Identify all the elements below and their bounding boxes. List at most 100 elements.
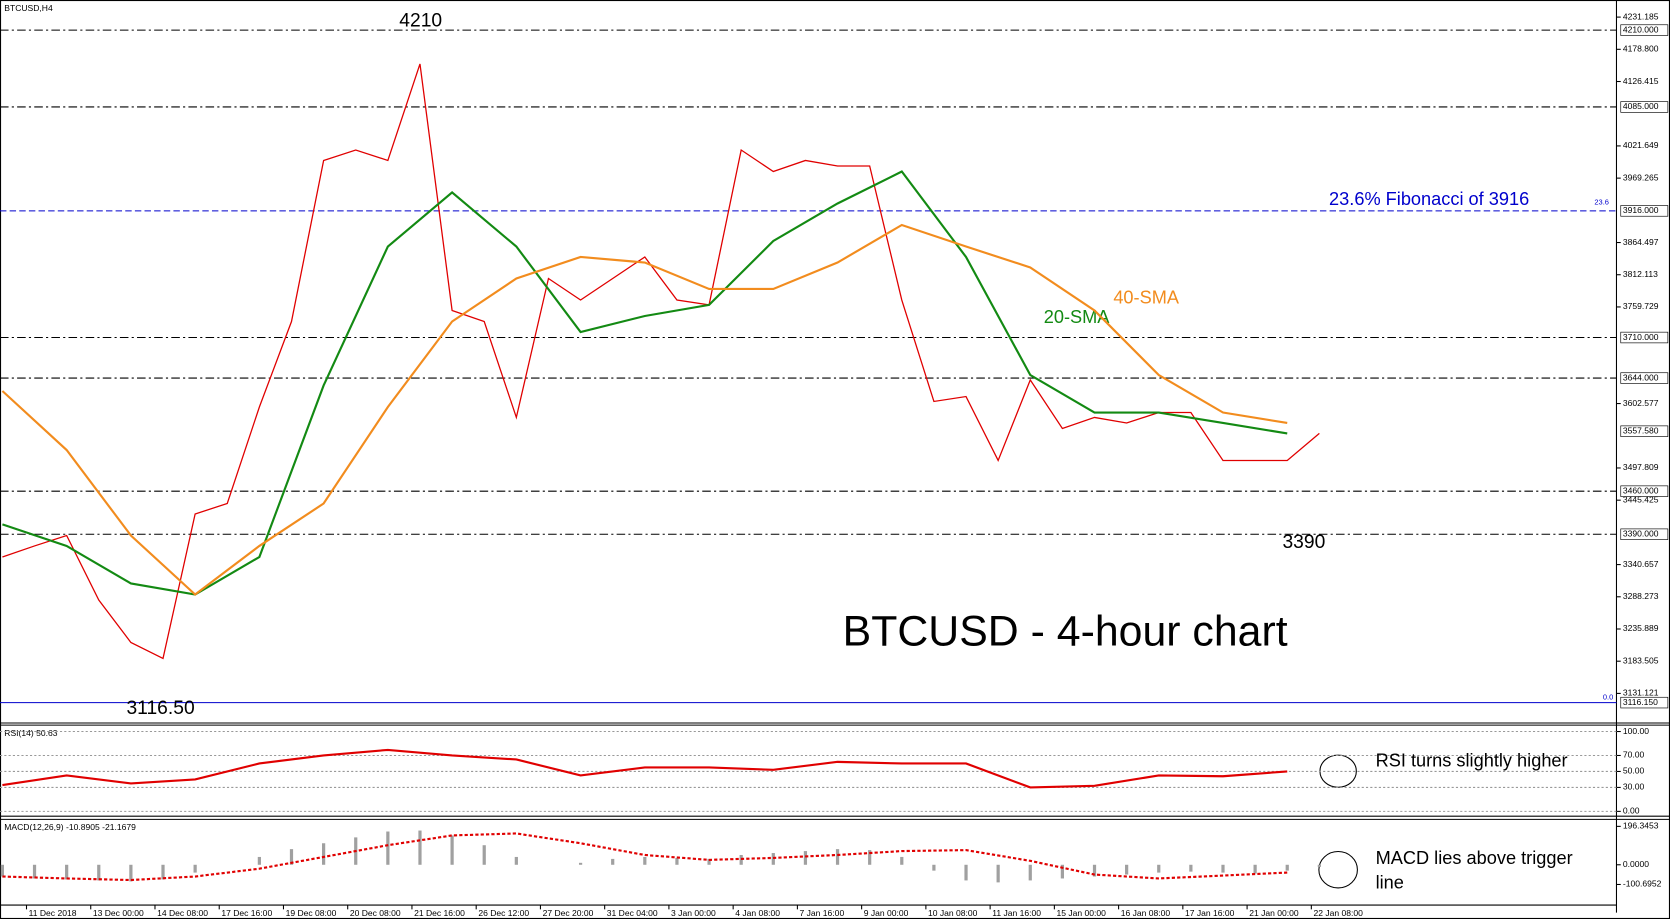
histogram-bar <box>161 864 165 880</box>
x-tick-label: 14 Dec 08:00 <box>157 908 208 918</box>
level-label: 3390.000 <box>1623 529 1659 539</box>
histogram-bar <box>386 831 390 865</box>
y-tick-label: 196.3453 <box>1623 821 1659 831</box>
annotation: 23.6 <box>1594 197 1609 206</box>
level-label: 4085.000 <box>1623 101 1659 111</box>
series-line <box>1 223 1288 596</box>
y-tick-label: 30.00 <box>1623 782 1645 792</box>
x-tick-label: 27 Dec 20:00 <box>543 908 594 918</box>
histogram-bar <box>578 862 583 865</box>
histogram-bar <box>643 856 647 865</box>
annotation: RSI turns slightly higher <box>1376 750 1568 770</box>
y-tick-label: 3288.273 <box>1623 591 1659 601</box>
level-label-box <box>1620 528 1669 540</box>
histogram-bar <box>1157 864 1161 873</box>
histogram-bar <box>32 864 37 879</box>
y-tick-label: 3969.265 <box>1623 172 1659 182</box>
panel-title: BTCUSD,H4 <box>4 3 53 13</box>
x-tick-label: 4 Jan 08:00 <box>735 908 780 918</box>
y-tick-label: 70.00 <box>1623 750 1645 760</box>
histogram-bar <box>65 864 69 880</box>
y-tick-label: 4178.800 <box>1623 44 1659 54</box>
annotation: MACD lies above trigger <box>1376 848 1573 868</box>
y-tick-label: 0.0000 <box>1623 859 1649 869</box>
y-tick-label: 3235.889 <box>1623 623 1659 633</box>
level-label-box <box>1620 331 1669 344</box>
y-tick-label: 0.00 <box>1623 806 1640 816</box>
level-label-box <box>1620 696 1669 709</box>
histogram-bar <box>418 830 422 865</box>
histogram-bar <box>932 864 936 871</box>
histogram-bar <box>707 858 711 865</box>
histogram-bar <box>996 864 1000 883</box>
annotation: 0.0 <box>1603 692 1613 701</box>
x-tick-label: 10 Jan 08:00 <box>928 908 978 918</box>
annotation: 3116.50 <box>126 698 194 719</box>
histogram-bar <box>1317 864 1321 867</box>
annotation: BTCUSD - 4-hour chart <box>843 607 1288 655</box>
histogram-bar <box>675 857 679 865</box>
x-tick-label: 13 Dec 00:00 <box>93 908 144 918</box>
series-line <box>2 170 1288 596</box>
y-tick-label: 100.00 <box>1623 726 1649 736</box>
y-tick-label: 3445.425 <box>1623 494 1659 504</box>
histogram-bar <box>900 856 904 865</box>
histogram-bar <box>1028 864 1032 881</box>
current-price-box <box>1620 425 1669 437</box>
annotation: 3390 <box>1282 532 1325 553</box>
histogram-bar <box>611 858 615 865</box>
y-tick-label: 4021.649 <box>1623 140 1659 150</box>
histogram-bar <box>482 845 486 865</box>
current-price-label: 3557.580 <box>1623 425 1659 435</box>
y-tick-label: 50.00 <box>1623 766 1645 776</box>
x-tick-label: 17 Jan 16:00 <box>1185 908 1235 918</box>
histogram-bar <box>257 856 261 865</box>
y-tick-label: 4126.415 <box>1623 76 1659 86</box>
y-tick-label: 3864.497 <box>1623 237 1659 247</box>
histogram-bar <box>835 849 840 865</box>
histogram-bar <box>129 864 133 882</box>
x-tick-label: 15 Jan 00:00 <box>1057 908 1107 918</box>
macd-highlight-circle <box>1318 850 1358 889</box>
histogram-bar <box>322 843 326 865</box>
x-tick-label: 3 Jan 00:00 <box>671 908 716 918</box>
series-line <box>2 832 1288 882</box>
y-tick-label: 3759.729 <box>1623 301 1659 311</box>
x-tick-label: 21 Dec 16:00 <box>414 908 465 918</box>
histogram-bar <box>1189 864 1193 872</box>
y-tick-label: 3183.505 <box>1623 655 1659 665</box>
x-tick-label: 11 Dec 2018 <box>29 908 77 918</box>
y-tick-label: 4231.185 <box>1623 11 1659 21</box>
histogram-bar <box>289 849 294 865</box>
histogram-bar <box>1285 864 1289 871</box>
x-tick-label: 9 Jan 00:00 <box>864 908 909 918</box>
histogram-bar <box>1092 864 1097 877</box>
histogram-bar <box>450 835 454 865</box>
level-label: 3460.000 <box>1623 485 1659 495</box>
level-label: 4210.000 <box>1623 24 1659 34</box>
level-label-box <box>1620 101 1669 113</box>
series-label: 40-SMA <box>1113 288 1180 308</box>
series-label: 20-SMA <box>1044 307 1111 327</box>
x-tick-label: 7 Jan 16:00 <box>800 908 845 918</box>
x-tick-label: 20 Dec 08:00 <box>350 908 401 918</box>
histogram-bar <box>1060 864 1064 879</box>
y-tick-label: 3602.577 <box>1623 398 1659 408</box>
x-tick-label: 11 Jan 16:00 <box>992 908 1041 918</box>
level-label: 3710.000 <box>1623 332 1659 342</box>
histogram-bar <box>1125 864 1129 875</box>
histogram-bar <box>0 864 5 877</box>
y-tick-label: -100.6952 <box>1623 879 1662 889</box>
level-label-box <box>1620 372 1669 384</box>
series-line <box>2 748 1288 789</box>
histogram-bar <box>803 851 808 865</box>
annotation: 23.6% Fibonacci of 3916 <box>1329 189 1529 209</box>
histogram-bar <box>1221 864 1225 873</box>
histogram-bar <box>1253 864 1257 874</box>
y-tick-label: 3497.809 <box>1623 462 1659 472</box>
x-tick-label: 19 Dec 08:00 <box>286 908 337 918</box>
x-tick-label: 22 Jan 08:00 <box>1313 908 1363 918</box>
